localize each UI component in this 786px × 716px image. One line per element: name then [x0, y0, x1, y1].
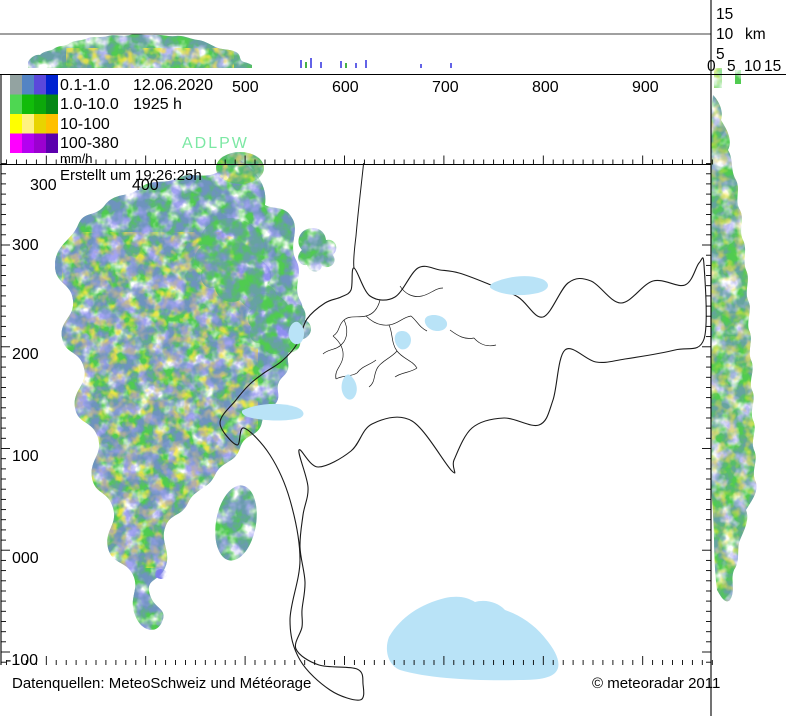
svg-text:5: 5	[727, 58, 736, 75]
svg-text:300: 300	[30, 177, 57, 194]
svg-text:100-380: 100-380	[60, 135, 119, 152]
svg-text:10-100: 10-100	[60, 116, 110, 133]
svg-text:300: 300	[12, 237, 39, 254]
svg-text:10: 10	[744, 58, 762, 75]
svg-text:1925 h: 1925 h	[133, 96, 182, 113]
svg-text:15: 15	[764, 58, 781, 75]
svg-text:© meteoradar 2011: © meteoradar 2011	[592, 675, 720, 692]
svg-text:700: 700	[432, 79, 459, 96]
svg-text:500: 500	[232, 79, 259, 96]
svg-text:1.0-10.0: 1.0-10.0	[60, 96, 119, 113]
svg-text:Datenquellen: MeteoSchweiz und: Datenquellen: MeteoSchweiz und Météorage	[12, 675, 311, 692]
svg-text:km: km	[745, 26, 766, 43]
svg-text:15: 15	[716, 6, 733, 23]
svg-text:400: 400	[132, 177, 159, 194]
svg-text:12.06.2020: 12.06.2020	[133, 77, 213, 94]
svg-text:0.1-1.0: 0.1-1.0	[60, 77, 110, 94]
svg-text:5: 5	[716, 46, 725, 63]
svg-text:10: 10	[716, 26, 734, 43]
svg-text:100: 100	[12, 448, 39, 465]
svg-text:000: 000	[12, 550, 39, 567]
svg-text:Erstellt um 19:26:25h: Erstellt um 19:26:25h	[60, 167, 202, 184]
svg-text:600: 600	[332, 79, 359, 96]
svg-text:-100: -100	[6, 652, 38, 669]
svg-text:800: 800	[532, 79, 559, 96]
svg-text:200: 200	[12, 346, 39, 363]
svg-text:900: 900	[632, 79, 659, 96]
svg-text:ADLPW: ADLPW	[182, 135, 249, 152]
